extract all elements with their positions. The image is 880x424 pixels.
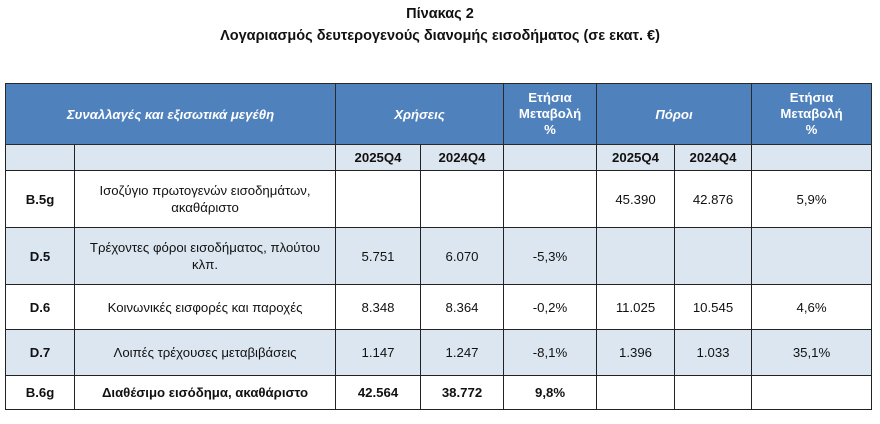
cell-res-2024q4: 10.545 bbox=[674, 284, 753, 330]
cell-uses-2025q4 bbox=[335, 170, 422, 228]
subheader-uses-current: 2025Q4 bbox=[335, 144, 422, 171]
cell-uses-2025q4: 8.348 bbox=[335, 284, 422, 330]
header-label: Ετήσια bbox=[789, 90, 834, 105]
cell-uses-2024q4: 6.070 bbox=[420, 227, 505, 285]
cell-res-change bbox=[751, 375, 873, 410]
subheader-row: 2025Q4 2024Q4 2025Q4 2024Q4 bbox=[5, 144, 873, 171]
row-label: Λοιπές τρέχουσες μεταβιβάσεις bbox=[73, 329, 337, 376]
cell-uses-2025q4: 1.147 bbox=[335, 329, 422, 376]
row-code: B.5g bbox=[5, 170, 75, 228]
header-label: % bbox=[805, 122, 818, 137]
cell-uses-2024q4: 8.364 bbox=[420, 284, 505, 330]
cell-uses-2025q4: 42.564 bbox=[335, 375, 422, 410]
header-resources: Πόροι bbox=[596, 83, 753, 145]
cell-res-2024q4: 42.876 bbox=[674, 170, 753, 228]
header-resources-change: Ετήσια Μεταβολή % bbox=[751, 83, 873, 145]
table-row: D.7 Λοιπές τρέχουσες μεταβιβάσεις 1.147 … bbox=[5, 329, 873, 376]
cell-uses-change bbox=[503, 170, 598, 228]
cell-uses-2024q4: 38.772 bbox=[420, 375, 505, 410]
table-number: Πίνακας 2 bbox=[406, 6, 474, 22]
table-row: D.5 Τρέχοντες φόροι εισοδήματος, πλούτου… bbox=[5, 227, 873, 285]
cell-uses-change: -8,1% bbox=[503, 329, 598, 376]
header-uses: Χρήσεις bbox=[335, 83, 505, 145]
cell-uses-2025q4: 5.751 bbox=[335, 227, 422, 285]
subheader-resources-previous: 2024Q4 bbox=[674, 144, 753, 171]
header-label: % bbox=[544, 122, 556, 137]
table-row-total: B.6g Διαθέσιμο εισόδημα, ακαθάριστο 42.5… bbox=[5, 375, 873, 410]
header-uses-change: Ετήσια Μεταβολή % bbox=[503, 83, 598, 145]
cell-uses-change: 9,8% bbox=[503, 375, 598, 410]
cell-res-2025q4 bbox=[596, 227, 676, 285]
row-label: Κοινωνικές εισφορές και παροχές bbox=[73, 284, 337, 330]
secondary-income-table: Συναλλαγές και εξισωτικά μεγέθη Χρήσεις … bbox=[4, 83, 873, 410]
subheader-empty bbox=[5, 144, 75, 171]
cell-res-2024q4 bbox=[674, 375, 753, 410]
cell-res-change: 4,6% bbox=[751, 284, 873, 330]
cell-uses-2024q4: 1.247 bbox=[420, 329, 505, 376]
cell-uses-2024q4 bbox=[420, 170, 505, 228]
row-label: Διαθέσιμο εισόδημα, ακαθάριστο bbox=[73, 375, 337, 410]
table-row: B.5g Ισοζύγιο πρωτογενών εισοδημάτων, ακ… bbox=[5, 170, 873, 228]
header-label: Μεταβολή bbox=[518, 106, 582, 121]
subheader-empty bbox=[73, 144, 337, 171]
table-title: Λογαριασμός δευτερογενούς διανομής εισοδ… bbox=[220, 28, 660, 44]
table-row: D.6 Κοινωνικές εισφορές και παροχές 8.34… bbox=[5, 284, 873, 330]
subheader-empty bbox=[751, 144, 873, 171]
cell-res-2025q4 bbox=[596, 375, 676, 410]
header-transactions: Συναλλαγές και εξισωτικά μεγέθη bbox=[4, 83, 337, 145]
cell-uses-change: -0,2% bbox=[503, 284, 598, 330]
row-code: B.6g bbox=[5, 375, 75, 410]
cell-uses-change: -5,3% bbox=[503, 227, 598, 285]
subheader-resources-current: 2025Q4 bbox=[596, 144, 676, 171]
header-label: Μεταβολή bbox=[780, 106, 843, 121]
header-label: Ετήσια bbox=[528, 90, 572, 105]
row-label: Ισοζύγιο πρωτογενών εισοδημάτων, ακαθάρι… bbox=[73, 170, 337, 228]
row-code: D.7 bbox=[5, 329, 75, 376]
subheader-empty bbox=[503, 144, 598, 171]
row-label: Τρέχοντες φόροι εισοδήματος, πλούτου κλπ… bbox=[73, 227, 337, 285]
cell-res-2025q4: 1.396 bbox=[596, 329, 676, 376]
cell-res-change: 35,1% bbox=[751, 329, 873, 376]
cell-res-2025q4: 45.390 bbox=[596, 170, 676, 228]
subheader-uses-previous: 2024Q4 bbox=[420, 144, 505, 171]
cell-res-2025q4: 11.025 bbox=[596, 284, 676, 330]
header-row: Συναλλαγές και εξισωτικά μεγέθη Χρήσεις … bbox=[4, 83, 873, 145]
row-code: D.5 bbox=[5, 227, 75, 285]
cell-res-change bbox=[751, 227, 873, 285]
row-code: D.6 bbox=[5, 284, 75, 330]
cell-res-change: 5,9% bbox=[751, 170, 873, 228]
cell-res-2024q4 bbox=[674, 227, 753, 285]
cell-res-2024q4: 1.033 bbox=[674, 329, 753, 376]
